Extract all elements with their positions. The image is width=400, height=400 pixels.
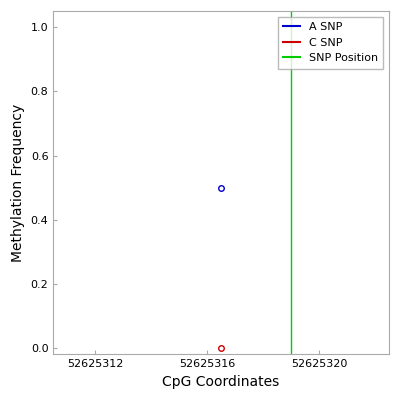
X-axis label: CpG Coordinates: CpG Coordinates bbox=[162, 375, 280, 389]
Legend: A SNP, C SNP, SNP Position: A SNP, C SNP, SNP Position bbox=[278, 17, 383, 69]
Y-axis label: Methylation Frequency: Methylation Frequency bbox=[11, 104, 25, 262]
